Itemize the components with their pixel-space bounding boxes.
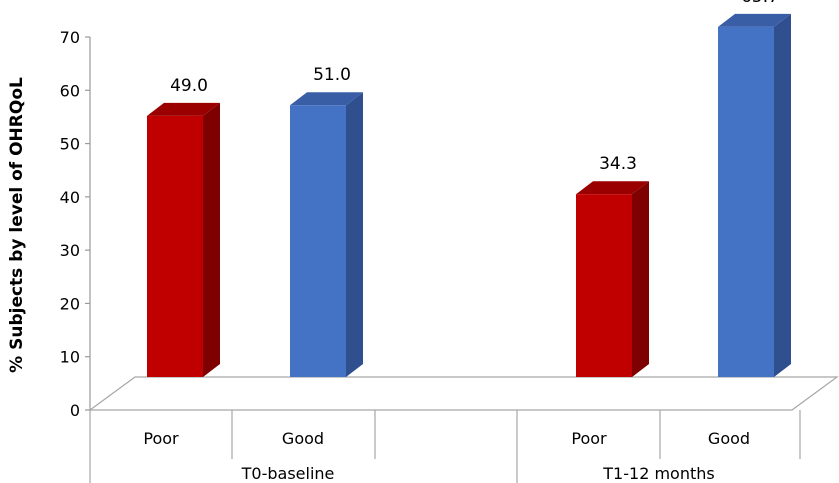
bar-top [147, 102, 220, 116]
bar [718, 26, 774, 378]
bar-top [718, 13, 791, 27]
y-tick-label: 60 [60, 81, 80, 100]
y-tick-label: 40 [60, 188, 80, 207]
bar-side [632, 181, 649, 377]
bar-top [576, 181, 649, 195]
x-tick-label: Good [708, 429, 750, 448]
data-label: 34.3 [599, 154, 637, 174]
group-label: T0-baseline [241, 464, 335, 483]
y-tick-label: 20 [60, 294, 80, 313]
chart-floor [88, 376, 839, 411]
bar-side [346, 92, 363, 377]
bar-top [290, 92, 363, 106]
y-tick-label: 50 [60, 135, 80, 154]
y-tick-label: 30 [60, 241, 80, 260]
group-label: T1-12 months [602, 464, 714, 483]
bars [147, 13, 791, 378]
x-tick-label: Poor [571, 429, 607, 448]
bar [147, 115, 203, 378]
y-tick-label: 10 [60, 348, 80, 367]
x-tick-label: Good [282, 429, 324, 448]
bar-side [203, 102, 220, 378]
bar [290, 105, 346, 377]
bar-side [774, 13, 791, 378]
data-label: 49.0 [170, 76, 208, 96]
bar [576, 194, 632, 377]
y-axis-title: % Subjects by level of OHRQoL [7, 77, 27, 373]
x-tick-label: Poor [143, 429, 179, 448]
axes [85, 36, 839, 483]
y-tick-label: 70 [60, 28, 80, 47]
y-tick-label: 0 [70, 401, 80, 420]
labels: 0 10 20 30 40 50 60 70 49.0 Poor 51.0 Good T0-baseli… [7, 0, 779, 483]
data-label: 51.0 [313, 65, 351, 85]
data-label: 65.7 [741, 0, 779, 7]
